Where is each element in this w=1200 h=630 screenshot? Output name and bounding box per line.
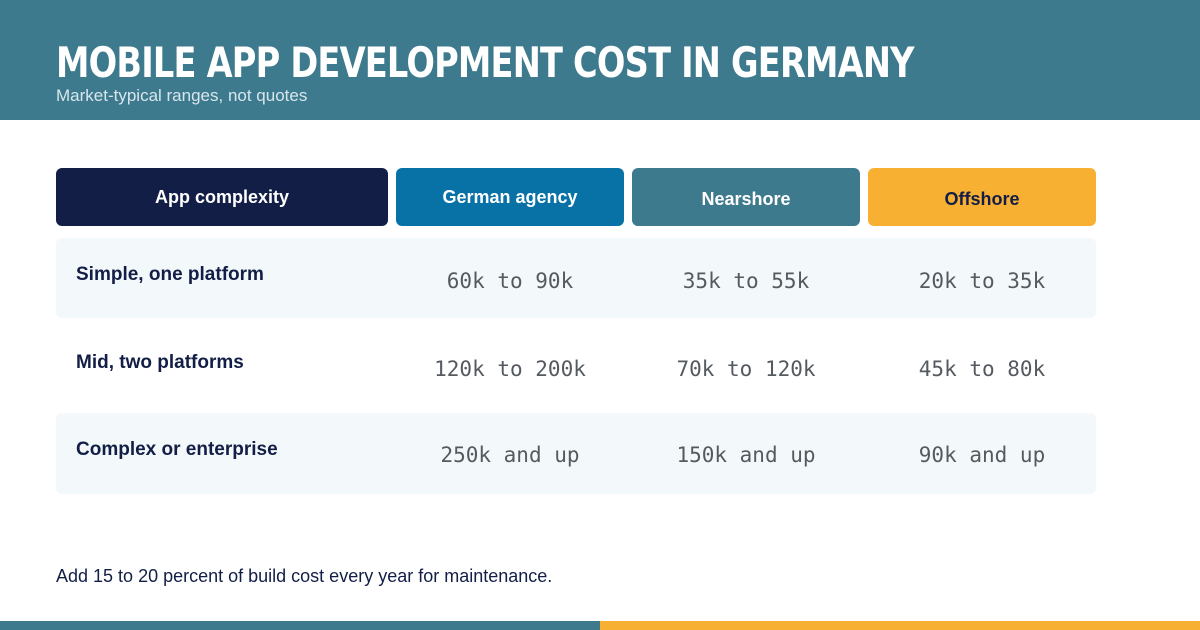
header-banner: MOBILE APP DEVELOPMENT COST IN GERMANY M… (0, 0, 1200, 120)
cell-nearshore: 150k and up (676, 443, 816, 467)
column-header-german-agency: German agency (396, 168, 624, 226)
column-header-nearshore: Nearshore (632, 168, 860, 226)
cell-german-agency: 120k to 200k (434, 357, 586, 381)
maintenance-footnote: Add 15 to 20 percent of build cost every… (56, 566, 553, 586)
cell-offshore: 45k to 80k (918, 357, 1046, 381)
column-header-app-complexity: App complexity (56, 168, 388, 226)
page-subtitle: Market-typical ranges, not quotes (56, 86, 308, 105)
cell-offshore: 20k to 35k (918, 269, 1046, 293)
page-title: MOBILE APP DEVELOPMENT COST IN GERMANY (56, 38, 915, 87)
row-label: Simple, one platform (76, 264, 264, 285)
cell-offshore: 90k and up (918, 443, 1046, 467)
bottom-accent-bar-amber (600, 621, 1200, 630)
column-header-offshore: Offshore (868, 168, 1096, 226)
table-row-mid: Mid, two platforms 120k to 200k 70k to 1… (56, 326, 1096, 406)
cell-german-agency: 60k to 90k (446, 269, 574, 293)
bottom-accent-bar-teal (0, 621, 600, 630)
table-row-complex: Complex or enterprise 250k and up 150k a… (56, 413, 1096, 494)
row-label: Mid, two platforms (76, 352, 244, 373)
cell-nearshore: 70k to 120k (676, 357, 816, 381)
cell-german-agency: 250k and up (440, 443, 580, 467)
row-label: Complex or enterprise (76, 439, 278, 460)
cell-nearshore: 35k to 55k (682, 269, 810, 293)
table-row-simple: Simple, one platform 60k to 90k 35k to 5… (56, 238, 1096, 318)
